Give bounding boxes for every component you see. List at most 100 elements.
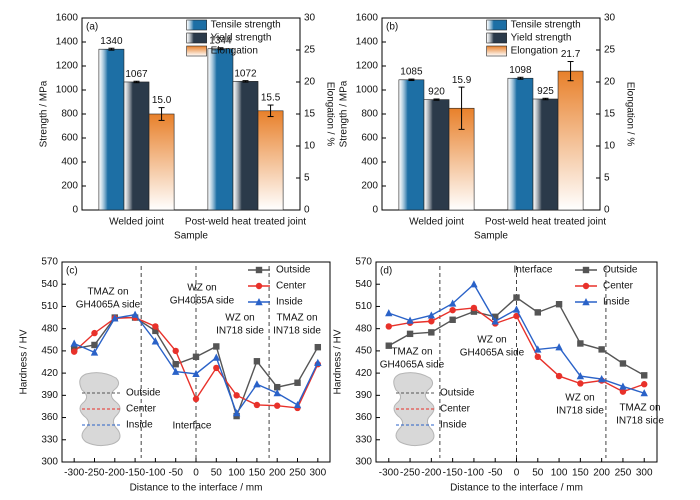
legend-swatch [486, 45, 507, 57]
marker [640, 389, 648, 397]
legend-label: Tensile strength [511, 20, 581, 31]
annotation: IN718 side [556, 406, 604, 417]
marker [171, 367, 180, 375]
panel-label: (b) [386, 22, 398, 33]
y2-tick-label: 15 [304, 109, 316, 120]
legend-label: Tensile strength [211, 20, 281, 31]
value-label: 21.7 [561, 49, 581, 60]
marker [152, 323, 159, 330]
y-tick-label: 510 [355, 301, 372, 312]
marker [255, 282, 263, 290]
y-tick-label: 0 [372, 205, 378, 216]
legend-label: Elongation [211, 46, 258, 57]
value-label: 1072 [234, 68, 257, 79]
legend-label: Center [276, 281, 307, 292]
y-tick-label: 400 [361, 157, 378, 168]
annotation: TMAZ on [619, 403, 660, 414]
y-tick-label: 540 [41, 279, 58, 290]
inset-legend-label: Outside [126, 388, 161, 399]
legend-label: Yield strength [511, 33, 572, 44]
marker [641, 381, 648, 388]
x-tick-label: 0 [193, 468, 199, 479]
annotation: Interface [514, 265, 553, 276]
bar [557, 70, 584, 211]
y-tick-label: 400 [61, 157, 78, 168]
x-tick-label: -300 [379, 468, 399, 479]
value-label: 1085 [400, 67, 423, 78]
x-tick-label: -200 [105, 468, 125, 479]
marker [619, 360, 627, 367]
legend-label: Center [603, 281, 634, 292]
value-label: 1340 [100, 36, 123, 47]
y-tick-label: 1600 [56, 13, 79, 24]
marker [172, 347, 179, 355]
marker [406, 316, 414, 324]
marker [131, 310, 139, 318]
error-bar [517, 76, 524, 80]
marker [90, 348, 99, 356]
x-tick-label: 50 [532, 468, 544, 479]
annotation: Interface [173, 421, 212, 432]
marker [577, 380, 584, 387]
error-bar [267, 104, 274, 118]
y-tick-label: 420 [41, 368, 58, 379]
marker [255, 266, 263, 274]
marker [470, 304, 478, 312]
x-tick-label: -300 [64, 468, 84, 479]
marker [597, 375, 606, 383]
x-tick-label: 100 [228, 468, 245, 479]
marker [449, 306, 456, 314]
marker [428, 318, 435, 325]
error-bar [408, 78, 415, 82]
x-tick-label: Welded joint [409, 217, 464, 228]
x-tick-label: 250 [289, 468, 306, 479]
y2-axis-label: Elongation / % [324, 82, 335, 147]
legend-swatch [486, 19, 507, 31]
legend-label: Yield strength [211, 33, 272, 44]
marker [582, 282, 590, 290]
y-tick-label: 800 [361, 109, 378, 120]
value-label: 1344 [209, 35, 232, 46]
error-bar [542, 97, 549, 101]
marker [470, 280, 478, 288]
x-axis-label: Sample [174, 231, 208, 242]
marker [512, 305, 521, 313]
y-tick-label: 330 [355, 434, 372, 445]
bar [532, 98, 559, 211]
annotation: GH4065A side [170, 296, 235, 307]
marker [641, 372, 648, 379]
y-tick-label: 540 [355, 279, 372, 290]
x-tick-label: -250 [400, 468, 420, 479]
y2-tick-label: 20 [604, 77, 616, 88]
y-tick-label: 200 [361, 181, 378, 192]
y2-tick-label: 30 [604, 13, 616, 24]
x-tick-label: Post-weld heat treated joint [185, 217, 306, 228]
marker [294, 379, 301, 386]
value-label: 15.9 [452, 75, 472, 86]
y-tick-label: 0 [72, 205, 78, 216]
y-tick-label: 390 [41, 390, 58, 401]
marker [449, 316, 456, 323]
inset-legend-label: Outside [440, 388, 475, 399]
y-tick-label: 1600 [356, 13, 379, 24]
x-tick-label: 250 [615, 468, 632, 479]
error-bar [242, 80, 249, 83]
marker [255, 298, 263, 306]
value-label: 1098 [509, 65, 532, 76]
x-tick-label: 300 [636, 468, 653, 479]
marker [293, 400, 302, 409]
marker [212, 353, 221, 361]
bar [207, 48, 234, 211]
marker [555, 343, 563, 351]
y-tick-label: 360 [355, 412, 372, 423]
y-tick-label: 390 [355, 390, 372, 401]
y-tick-label: 1200 [356, 61, 379, 72]
marker [582, 266, 590, 274]
value-label: 925 [537, 86, 554, 97]
y-tick-label: 360 [41, 412, 58, 423]
marker [619, 388, 627, 395]
marker [534, 353, 541, 361]
annotation: TMAZ on [276, 313, 317, 324]
bar [423, 99, 450, 211]
